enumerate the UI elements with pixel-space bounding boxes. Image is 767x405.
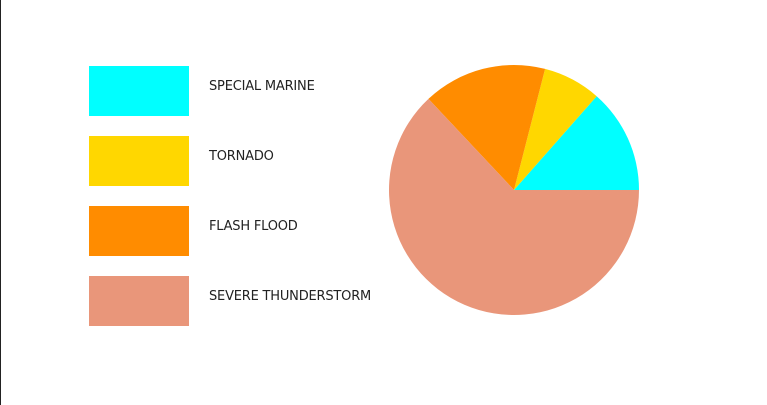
- legend-label-flash-flood: FLASH FLOOD: [209, 219, 298, 234]
- legend-swatch-flash-flood: [89, 206, 189, 256]
- legend-swatch-severe-thunderstorm: [89, 276, 189, 326]
- legend-label-special-marine: SPECIAL MARINE: [209, 79, 315, 94]
- legend-item-special-marine: SPECIAL MARINE: [89, 66, 389, 116]
- legend-item-tornado: TORNADO: [89, 136, 389, 186]
- legend-item-severe-thunderstorm: SEVERE THUNDERSTORM: [89, 276, 389, 326]
- legend-label-tornado: TORNADO: [209, 149, 274, 164]
- pie-slice-tornado: [514, 68, 597, 190]
- pie-chart: [389, 65, 639, 315]
- legend-label-severe-thunderstorm: SEVERE THUNDERSTORM: [209, 289, 372, 304]
- legend-swatch-tornado: [89, 136, 189, 186]
- legend-item-flash-flood: FLASH FLOOD: [89, 206, 389, 256]
- frame-edge: [0, 0, 1, 405]
- pie-slice-special-marine: [514, 96, 639, 190]
- pie-slice-severe-thunderstorm: [389, 98, 639, 315]
- legend-swatch-special-marine: [89, 66, 189, 116]
- pie-slice-flash-flood: [428, 65, 546, 190]
